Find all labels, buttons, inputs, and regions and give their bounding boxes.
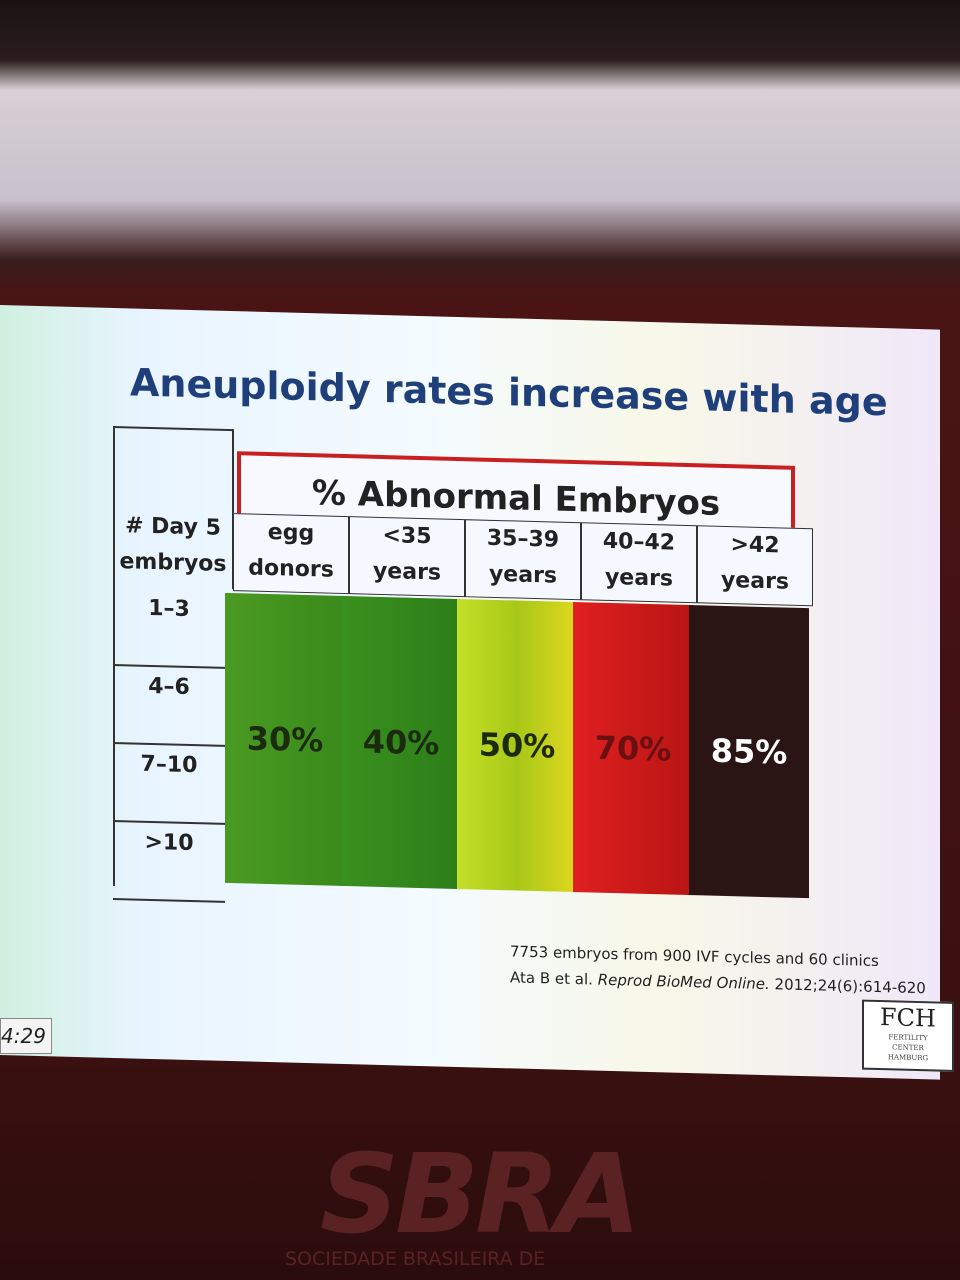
column-value: 40%: [341, 595, 461, 890]
banner-subtitle: SOCIEDADE BRASILEIRA DE: [285, 1248, 546, 1270]
column-header: egg donors: [233, 513, 349, 595]
row-label: >10: [113, 821, 225, 903]
column-value: 50%: [457, 598, 577, 893]
citation-details: 2012;24(6):614-620: [774, 975, 926, 998]
footnote: 7753 embryos from 900 IVF cycles and 60 …: [510, 938, 926, 1001]
row-header-line: embryos: [119, 549, 227, 577]
logo: FCH FERTILITY CENTER HAMBURG: [862, 999, 954, 1072]
logo-mark: FCH: [880, 1003, 936, 1033]
citation-authors: Ata B et al.: [510, 968, 593, 989]
slide-title: Aneuploidy rates increase with age: [130, 360, 888, 425]
row-label: 4–6: [113, 665, 225, 747]
column-header-line: donors: [248, 555, 334, 583]
table-border: [113, 425, 233, 432]
column-header-line: 40–42: [602, 528, 676, 556]
column-header-line: 35–39: [486, 525, 560, 553]
timestamp: 4:29: [0, 1018, 52, 1054]
row-header: # Day 5 embryos: [113, 508, 233, 589]
banner-logo: SBRA: [320, 1130, 641, 1258]
column-header-line: <35: [382, 523, 432, 550]
column-value: 85%: [689, 605, 809, 899]
column-value: 30%: [225, 592, 345, 887]
row-label: 7–10: [113, 743, 225, 825]
row-label: 1–3: [113, 587, 225, 669]
column-header-line: >42: [730, 532, 780, 559]
row-header-line: # Day 5: [125, 513, 221, 541]
column-header-line: egg: [267, 520, 315, 547]
logo-line: HAMBURG: [887, 1053, 929, 1063]
citation-journal: Reprod BioMed Online.: [597, 970, 770, 994]
column-value: 70%: [573, 602, 693, 896]
slide: Aneuploidy rates increase with age % Abn…: [0, 305, 954, 1080]
